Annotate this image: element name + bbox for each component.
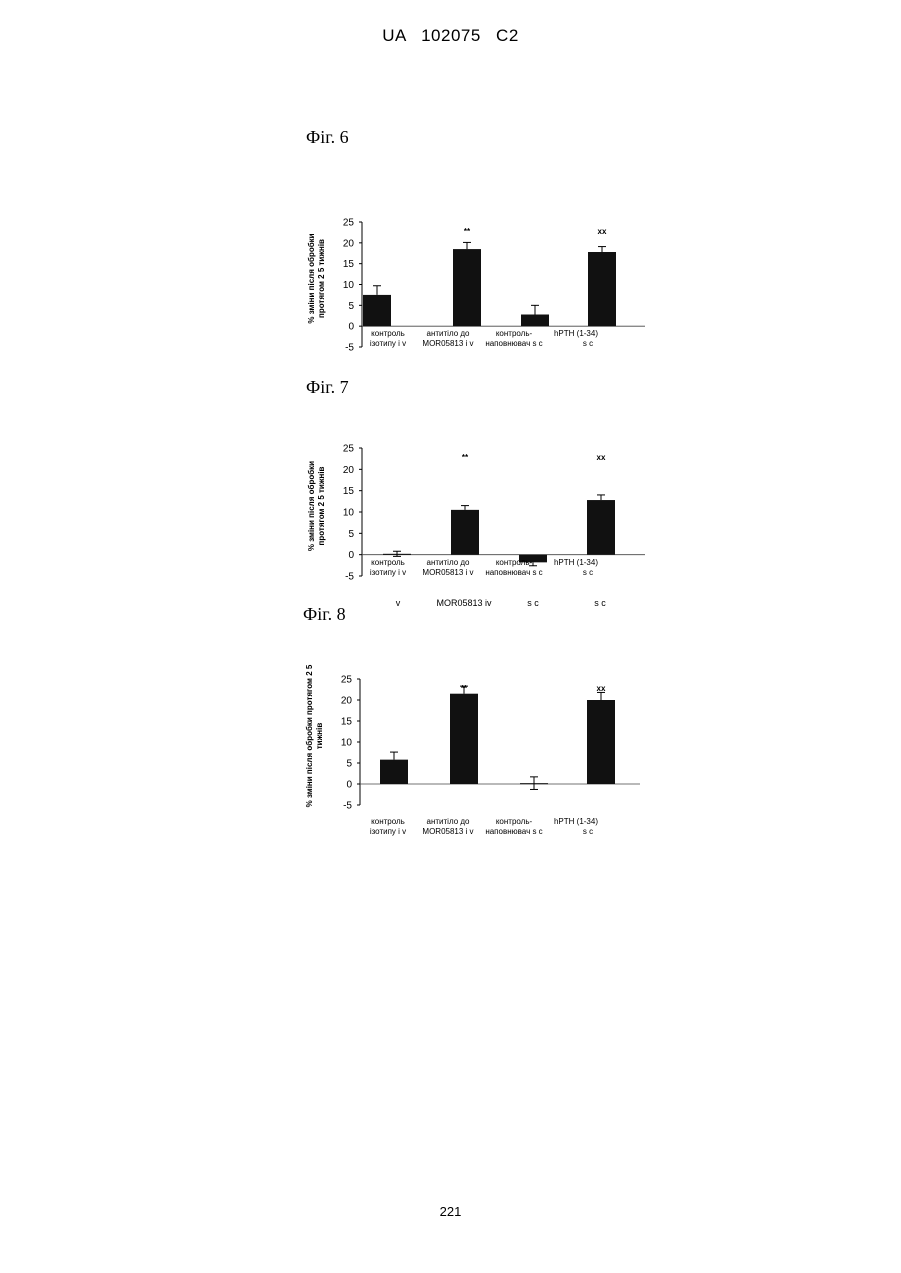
y-tick-label: 20 [343,238,355,249]
y-axis-label: % зміни після обробки протягом 2 5 [305,664,314,807]
bar [380,760,408,784]
y-tick-label: 5 [348,301,354,312]
category-label: контроль [371,329,405,338]
y-tick-label: 15 [341,717,353,728]
category-label: контроль- [496,329,533,338]
category-label: s c [583,827,593,836]
category-label: наповнювач s c [485,827,542,836]
y-tick-label: 0 [348,322,354,333]
category-label: ізотипу i v [370,339,406,348]
category-label: контроль- [496,558,533,567]
y-tick-label: -5 [343,801,352,812]
y-tick-label: 0 [348,550,354,561]
category-label: контроль- [496,817,533,826]
y-axis-label: % зміни після обробки [307,233,316,323]
y-tick-label: -5 [345,343,354,354]
category-label: MOR05813 i v [422,568,473,577]
y-tick-label: 25 [341,675,353,686]
significance-mark: ** [461,684,468,693]
y-tick-label: -5 [345,572,354,583]
significance-mark: xx [598,227,607,236]
category-label: ізотипу i v [370,827,406,836]
category-label: наповнювач s c [485,568,542,577]
figure-8-label: Фіг. 8 [303,604,346,625]
figure-7-chart: -5 0 5 10 15 20 25 % зміни після обробки протяг… [300,440,650,600]
document-header: UA 102075 C2 [0,26,901,46]
y-axis-label: протягом 2 5 тижнів [317,466,326,545]
y-axis-label: % зміни після обробки [307,461,316,551]
significance-mark: ** [462,453,469,462]
bar [521,315,549,327]
stray-label: s c [594,598,606,608]
y-axis-label: тижнів [315,723,324,750]
y-tick-label: 25 [343,444,355,455]
category-label: MOR05813 i v [422,339,473,348]
category-label: s c [583,568,593,577]
category-label: s c [583,339,593,348]
bar [587,700,615,784]
y-tick-label: 15 [343,259,355,270]
category-label: контроль [371,558,405,567]
y-tick-label: 5 [346,759,352,770]
bar [450,694,478,784]
y-tick-label: 10 [343,280,355,291]
category-label: контроль [371,817,405,826]
y-tick-label: 20 [343,465,355,476]
y-axis-label: протягом 2 5 тижнів [317,239,326,318]
bar [587,500,615,555]
category-label: hPTH (1-34) [554,558,598,567]
figure-7-label: Фіг. 7 [306,377,349,398]
significance-mark: xx [597,453,606,462]
category-label: hPTH (1-34) [554,817,598,826]
category-label: антитіло до [427,817,471,826]
significance-mark: ** [464,227,471,236]
category-label: антитіло до [427,558,471,567]
significance-mark: xx [597,684,606,693]
figure-6-svg: -5 0 5 10 15 20 25 % зміни після обробки протяг… [300,212,650,372]
category-label: ізотипу i v [370,568,406,577]
bar [451,510,479,555]
category-label: антитіло до [427,329,471,338]
category-label: наповнювач s c [485,339,542,348]
stray-label: MOR05813 iv [436,598,491,608]
figure-7-svg: -5 0 5 10 15 20 25 % зміни після обробки протяг… [300,440,650,600]
y-tick-label: 15 [343,486,355,497]
figure-8-svg: -5 0 5 10 15 20 25 % зміни після обробки протяг… [300,665,650,835]
y-tick-label: 10 [343,508,355,519]
figure-8-chart: -5 0 5 10 15 20 25 % зміни після обробки протяг… [300,665,650,825]
figure-6-chart: -5 0 5 10 15 20 25 % зміни після обробки протяг… [300,212,650,372]
figure-6-label: Фіг. 6 [306,127,349,148]
y-tick-label: 0 [346,780,352,791]
bar [588,252,616,326]
bar [453,249,481,326]
stray-label: s c [527,598,539,608]
y-tick-label: 5 [348,529,354,540]
y-tick-label: 20 [341,696,353,707]
page-number: 221 [0,1204,901,1219]
y-tick-label: 25 [343,218,355,229]
category-label: hPTH (1-34) [554,329,598,338]
stray-label-row: v MOR05813 iv s c s c [300,598,650,614]
y-tick-label: 10 [341,738,353,749]
category-label: MOR05813 i v [422,827,473,836]
bar [363,295,391,326]
stray-label: v [396,598,401,608]
